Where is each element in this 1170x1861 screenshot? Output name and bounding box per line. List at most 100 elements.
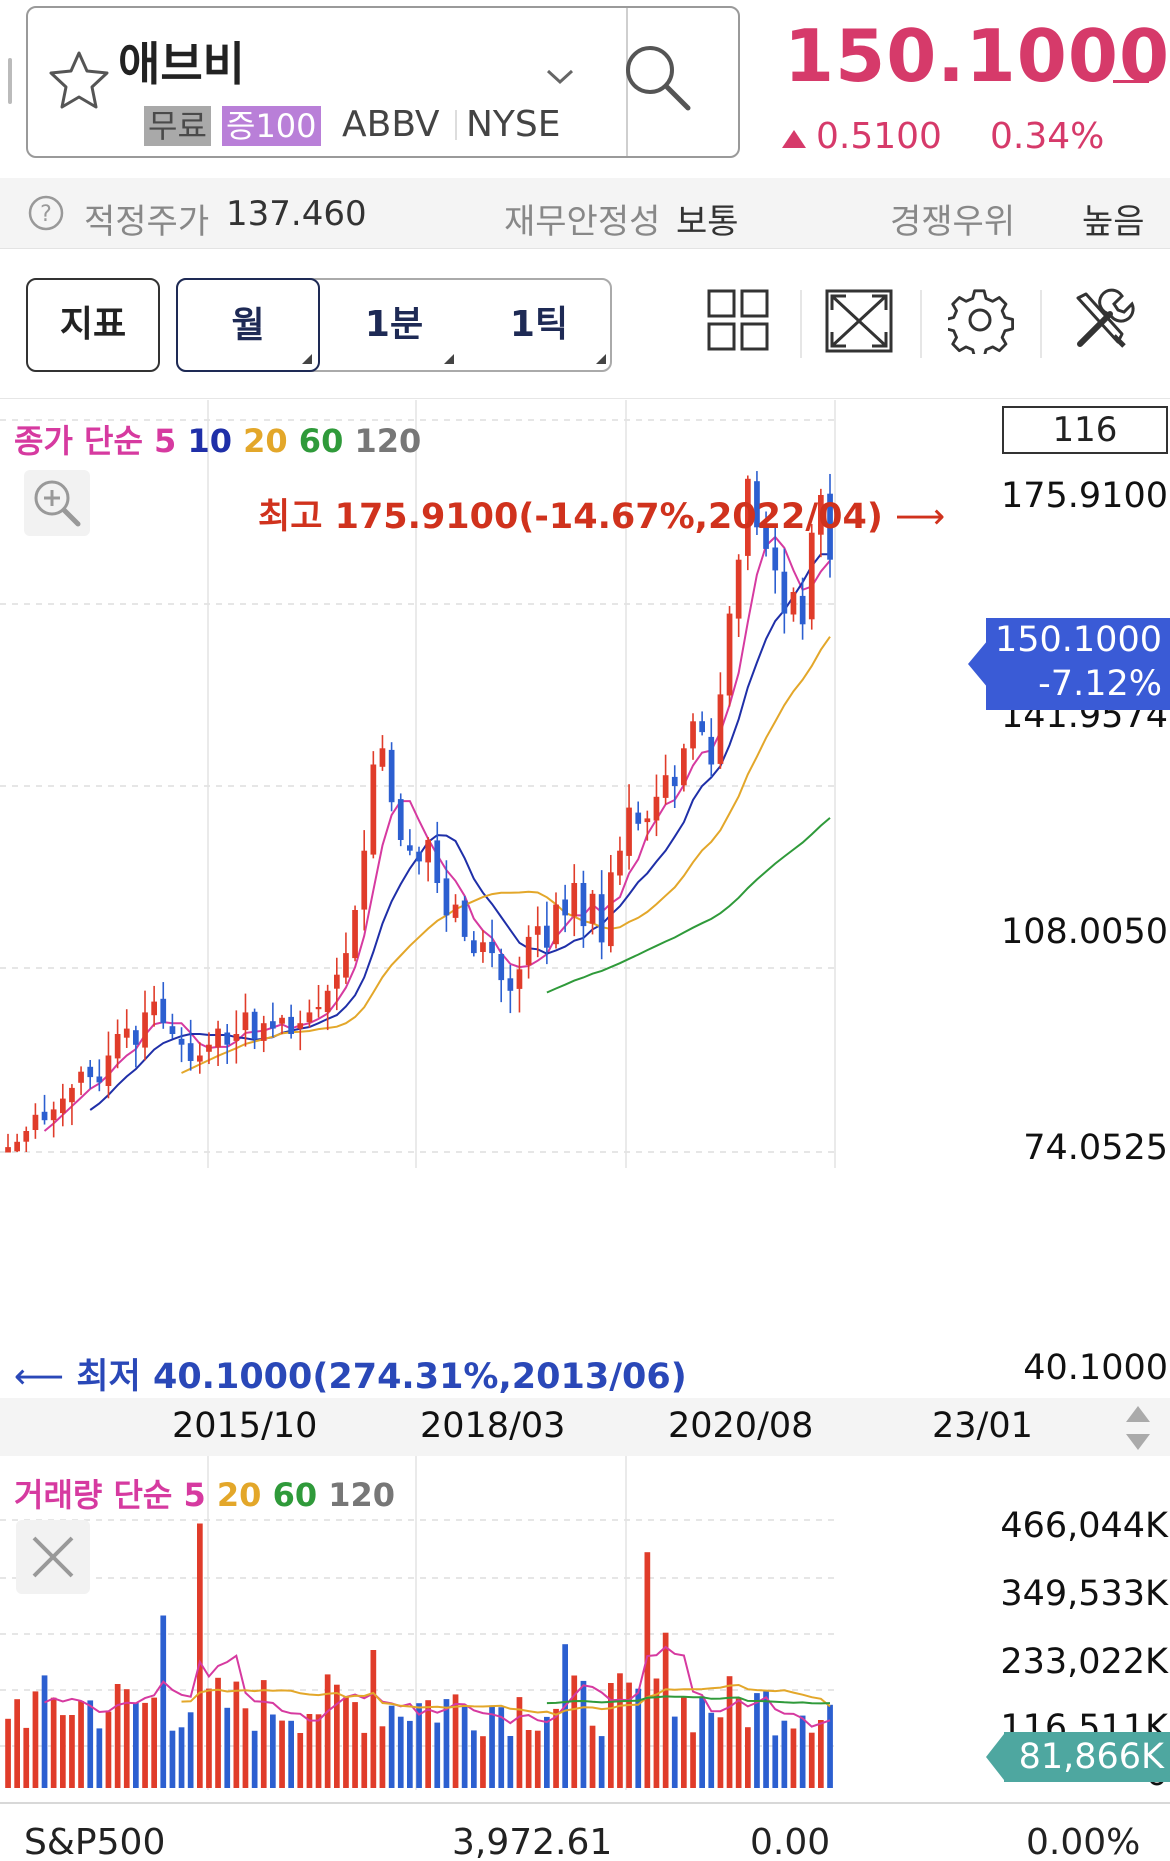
volume-bar: [544, 1716, 550, 1788]
candle-body: [5, 1147, 11, 1153]
candle-body: [379, 748, 386, 767]
volume-bar: [23, 1727, 30, 1788]
volume-bar: [461, 1705, 468, 1788]
side-handle[interactable]: [8, 58, 12, 104]
index-ticker-bar[interactable]: S&P500 3,972.61 0.00 0.00%: [0, 1802, 1170, 1861]
volume-bar: [562, 1644, 568, 1788]
volume-bar-chart[interactable]: [0, 1456, 990, 1802]
volume-legend[interactable]: 거래량 단순 5 20 60 120: [14, 1470, 395, 1516]
current-volume-tag: 81,866K: [1004, 1732, 1170, 1782]
volume-bar: [324, 1674, 331, 1788]
price-candlestick-chart[interactable]: [0, 400, 990, 1398]
candle-body: [160, 998, 167, 1024]
star-icon[interactable]: [48, 50, 110, 110]
candle-body: [343, 953, 349, 978]
volume-bar: [598, 1736, 605, 1788]
candle-body: [662, 775, 669, 798]
settings-gear-icon[interactable]: [948, 288, 1014, 354]
volume-bar: [571, 1675, 578, 1788]
volume-bar: [498, 1707, 505, 1788]
candle-body: [32, 1114, 39, 1130]
candle-body: [416, 851, 422, 862]
volume-bar: [407, 1720, 413, 1788]
fullscreen-icon[interactable]: [824, 288, 894, 354]
low-annotation: ⟵ 최저 40.1000(274.31%,2013/06): [14, 1348, 687, 1399]
volume-bar: [735, 1698, 742, 1788]
chevron-down-icon[interactable]: [545, 68, 575, 86]
candle-body: [14, 1141, 20, 1152]
chart-toolbar: 지표 월 1분 1틱: [0, 250, 1170, 399]
price-legend[interactable]: 종가 단순 5 10 20 60 120: [14, 416, 421, 462]
index-change-percent: 0.00%: [1026, 1822, 1141, 1861]
candle-body: [279, 1017, 285, 1024]
period-1min-label: 1분: [364, 304, 424, 345]
candle-body: [169, 1026, 176, 1034]
candle-body: [525, 936, 532, 966]
current-volume-marker: [986, 1734, 1004, 1780]
stock-header: 애브비 무료 증100 ABBV NYSE 150.1000 0.5100 0.…: [0, 0, 1170, 176]
search-icon[interactable]: [620, 40, 696, 116]
volume-bar: [388, 1705, 395, 1788]
stability-label: 재무안정성: [504, 202, 661, 242]
period-1tick-button[interactable]: 1틱: [466, 280, 612, 370]
candle-body: [388, 749, 395, 803]
volume-bar: [808, 1732, 815, 1788]
volume-bar: [32, 1691, 39, 1788]
candle-body: [754, 481, 760, 528]
period-month-button[interactable]: 월: [176, 278, 320, 372]
indicator-button[interactable]: 지표: [26, 278, 160, 372]
volume-bar: [480, 1736, 486, 1788]
y-axis-label: 108.0050: [1000, 912, 1168, 952]
candle-body: [516, 969, 523, 989]
y-axis-label: 175.9100: [1000, 476, 1168, 516]
y-axis-label: 74.0525: [1023, 1128, 1168, 1168]
price-change: 0.5100: [816, 116, 942, 157]
candle-body: [242, 1012, 249, 1031]
candle-body: [799, 595, 806, 625]
volume-bar: [799, 1715, 806, 1788]
candle-body: [489, 941, 495, 954]
fair-price-value: 137.460: [226, 194, 367, 234]
period-1min-button[interactable]: 1분: [320, 280, 468, 370]
volume-bar: [434, 1722, 441, 1788]
candle-body: [644, 818, 651, 823]
volume-bar: [14, 1699, 20, 1788]
candle-body: [224, 1032, 231, 1045]
candle-body: [187, 1043, 194, 1061]
zoom-in-icon[interactable]: [24, 470, 90, 536]
volume-bar: [772, 1735, 779, 1788]
x-axis-bar[interactable]: [0, 1398, 1170, 1456]
volume-bar: [297, 1733, 304, 1788]
volume-bar: [78, 1701, 84, 1788]
candle-body: [315, 1007, 322, 1010]
volume-bar: [270, 1714, 276, 1788]
stock-name[interactable]: 애브비: [118, 37, 245, 91]
candle-body: [206, 1044, 212, 1052]
high-annotation-text: 최고 175.9100(-14.67%,2022/04): [258, 497, 883, 537]
index-change: 0.00: [750, 1822, 831, 1861]
volume-bar: [178, 1727, 185, 1788]
volume-bar: [617, 1673, 623, 1788]
candle-body: [215, 1028, 221, 1048]
badge-free: 무료: [144, 106, 211, 146]
candle-body: [808, 532, 815, 620]
vol-legend-title: 거래량 단순: [14, 1476, 173, 1514]
high-annotation: 최고 175.9100(-14.67%,2022/04) ⟶: [258, 488, 945, 539]
axis-scroll-icon[interactable]: [1124, 1404, 1152, 1452]
volume-bar: [726, 1676, 733, 1788]
volume-bar: [671, 1716, 678, 1788]
toolbar-divider: [1040, 290, 1042, 358]
tools-icon[interactable]: [1070, 288, 1136, 354]
current-price-tag: 150.1000 -7.12%: [986, 618, 1170, 710]
grid-layout-icon[interactable]: [706, 288, 770, 352]
volume-bar: [133, 1702, 139, 1788]
volume-bar: [534, 1730, 541, 1788]
candle-body: [735, 559, 742, 619]
help-icon[interactable]: ?: [28, 195, 64, 231]
dropdown-corner-icon: [444, 354, 454, 364]
visible-candle-count[interactable]: 116: [1002, 406, 1168, 454]
volume-bar: [818, 1720, 824, 1788]
close-icon[interactable]: [16, 1520, 90, 1594]
candle-body: [123, 1028, 130, 1038]
vol-legend-ma5: 5: [183, 1476, 206, 1514]
